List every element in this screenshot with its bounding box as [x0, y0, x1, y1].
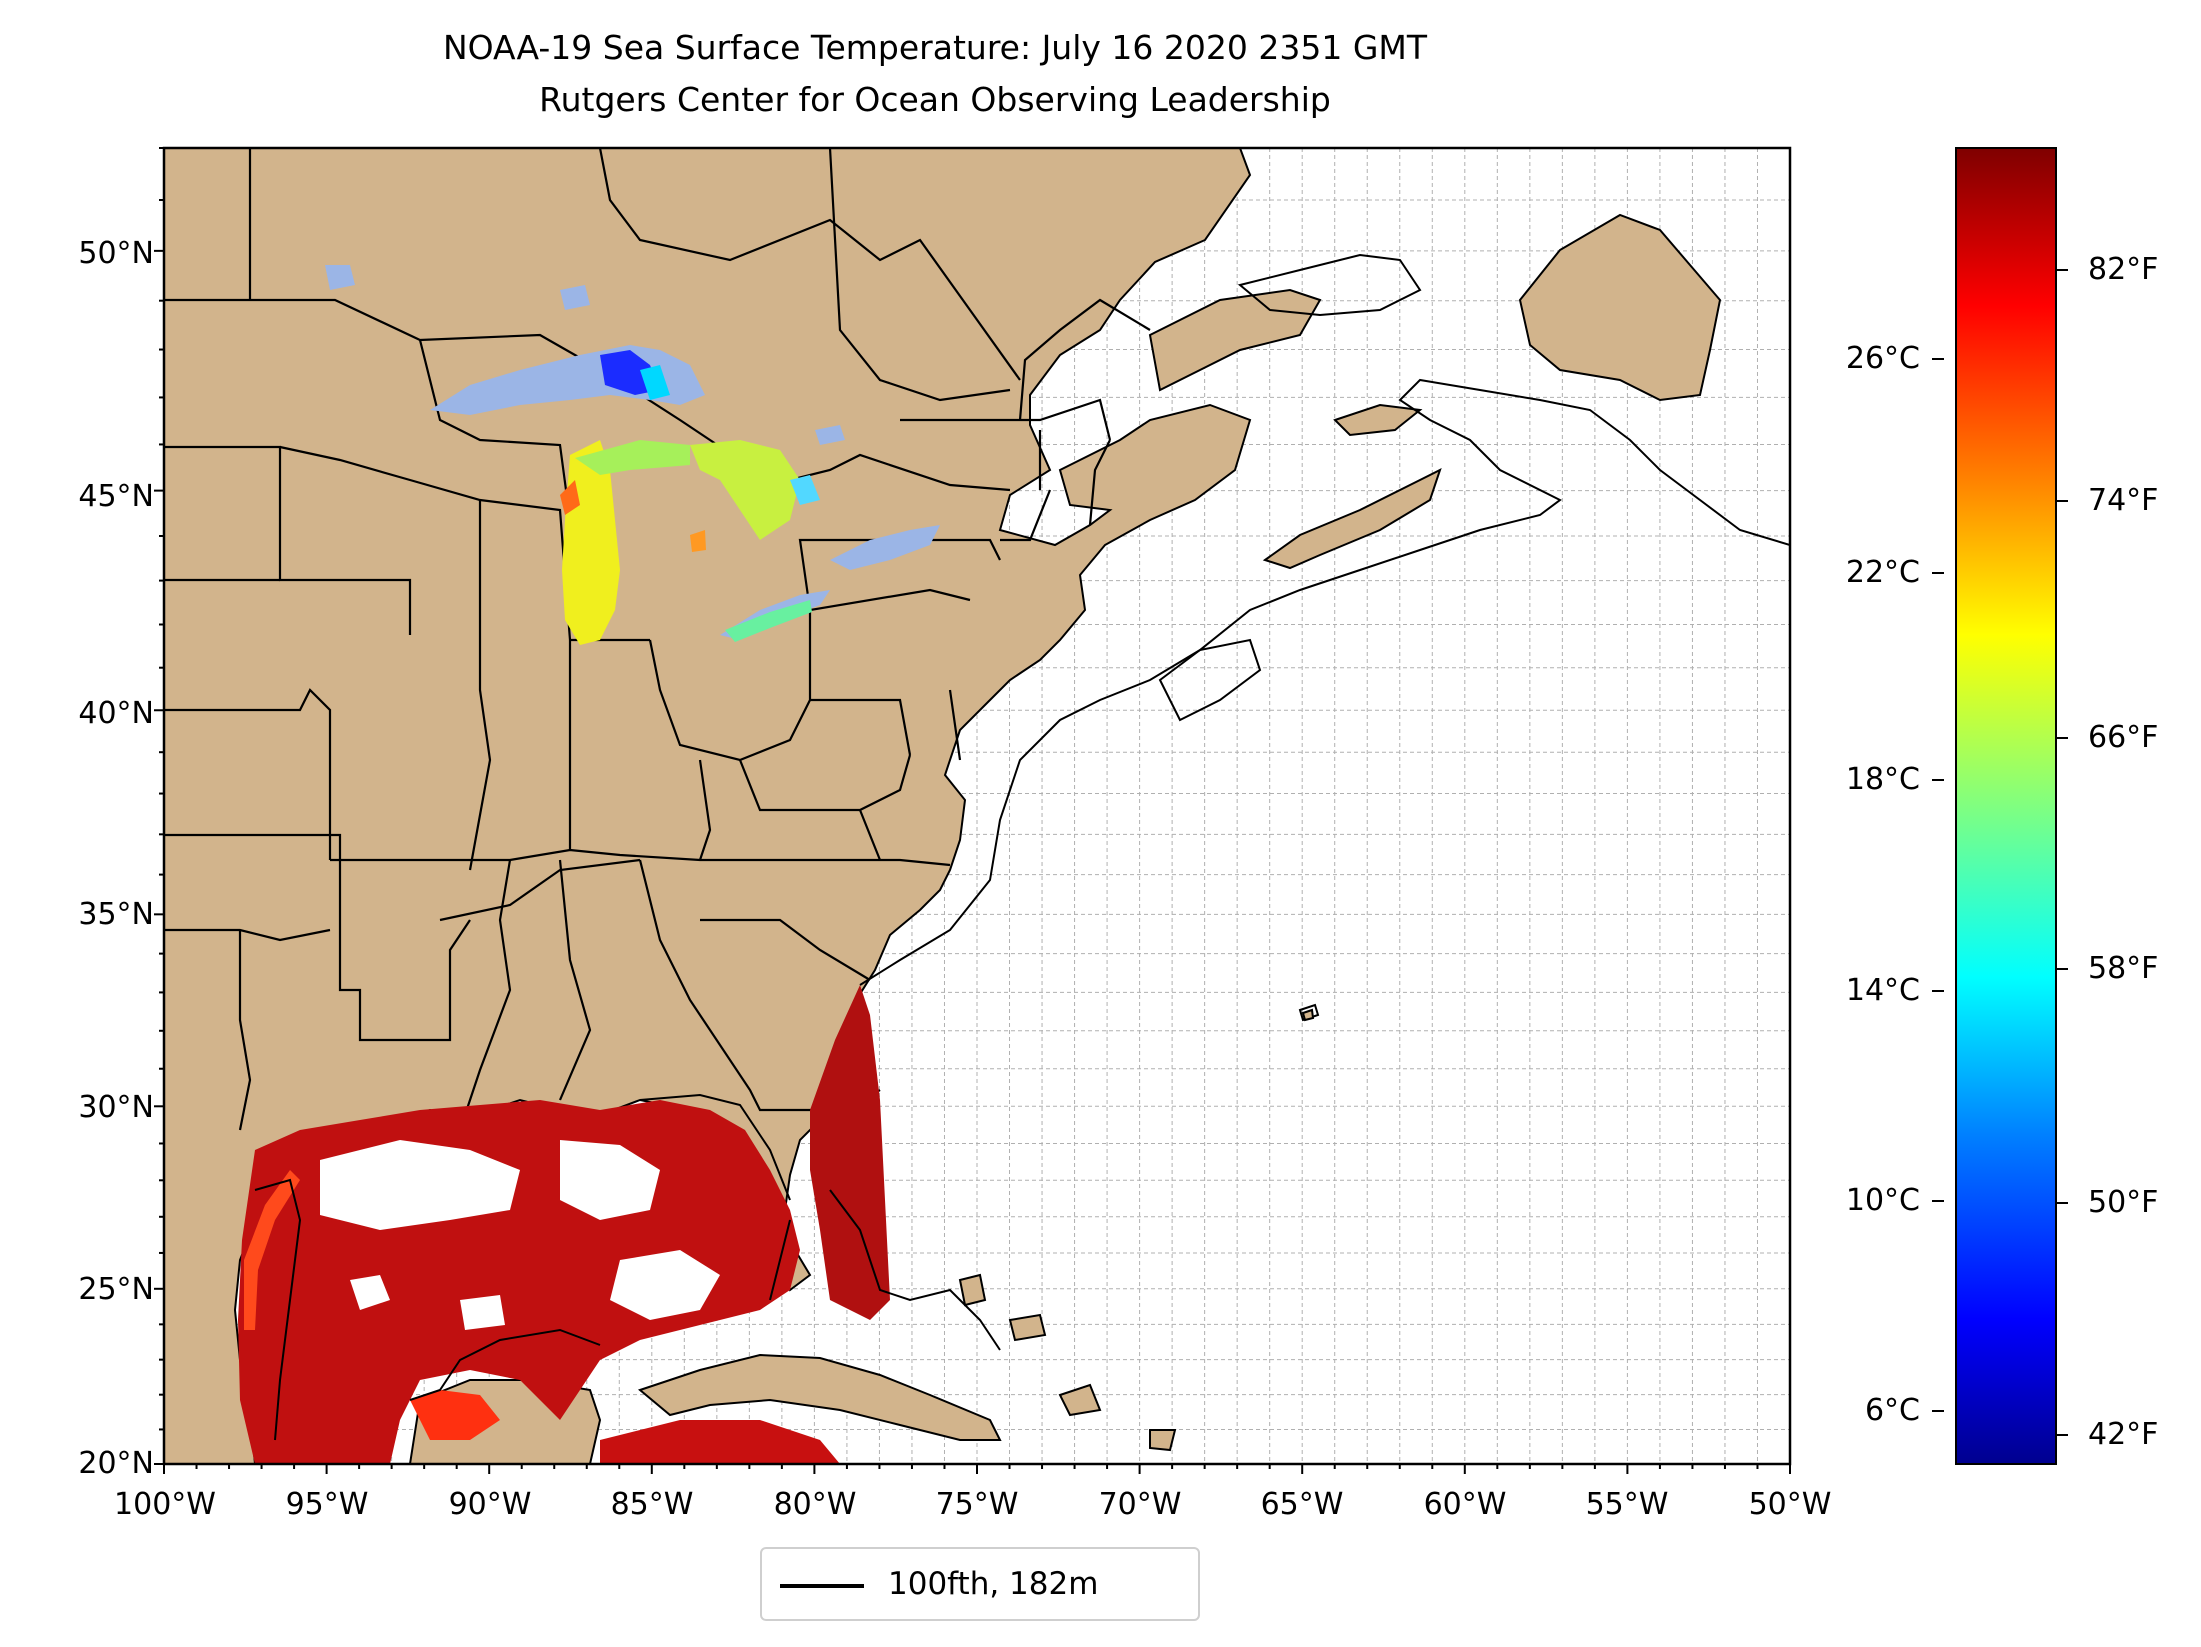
colorbar-c-label: 10°C	[1845, 1183, 1920, 1218]
lake-ontario	[830, 525, 940, 570]
legend-line-swatch	[780, 1584, 864, 1588]
lon-tick-label: 70°W	[1098, 1487, 1182, 1522]
colorbar-c-label: 26°C	[1845, 341, 1920, 376]
lat-tick-label: 50°N	[78, 236, 154, 271]
isobath-100fth	[254, 253, 1790, 1441]
lake-nipissing	[815, 425, 845, 445]
colorbar-f-label: 82°F	[2088, 252, 2159, 287]
colorbar-ticks	[1932, 269, 2068, 1436]
colorbar	[1955, 147, 2057, 1465]
lon-tick-label: 75°W	[935, 1487, 1019, 1522]
map-title: NOAA-19 Sea Surface Temperature: July 16…	[442, 28, 1428, 67]
lake-of-the-woods	[325, 265, 355, 290]
lat-tick-label: 40°N	[78, 696, 154, 731]
lon-tick-label: 90°W	[448, 1487, 532, 1522]
colorbar-c-label: 22°C	[1845, 555, 1920, 590]
sst-lake-superior-east-warm	[640, 365, 670, 400]
colorbar-c-label: 6°C	[1864, 1393, 1920, 1428]
sst-gulf-atlantic	[238, 985, 890, 1464]
land-pei	[1333, 403, 1423, 437]
political-borders	[164, 148, 1151, 1131]
sst-gulf-cloud-3	[610, 1250, 720, 1320]
legend-label: 100fth, 182m	[888, 1566, 1099, 1602]
sst-atlantic-strip	[810, 985, 890, 1320]
sst-great-lakes	[560, 350, 820, 645]
colorbar-c-label: 18°C	[1845, 762, 1920, 797]
axis-ticks	[154, 147, 1791, 1474]
map-subtitle: Rutgers Center for Ocean Observing Leade…	[539, 80, 1331, 119]
sst-gulf-cloud-1	[320, 1140, 520, 1230]
colorbar-f-label: 74°F	[2088, 483, 2159, 518]
colorbar-c-label: 14°C	[1845, 973, 1920, 1008]
sst-green-bay	[560, 480, 580, 515]
sst-lake-huron	[690, 440, 800, 540]
sst-caribbean	[600, 1420, 840, 1464]
lon-tick-label: 55°W	[1585, 1487, 1669, 1522]
land-bahamas	[958, 1273, 1177, 1452]
lon-tick-label: 100°W	[114, 1487, 216, 1522]
sst-gulf-cloud-2	[560, 1140, 660, 1220]
sst-loop-current	[410, 1390, 500, 1440]
lon-tick-label: 95°W	[285, 1487, 369, 1522]
land-nova-scotia	[1262, 468, 1442, 570]
lat-tick-label: 30°N	[78, 1090, 154, 1125]
land-newfoundland	[1518, 213, 1722, 402]
lon-tick-label: 60°W	[1423, 1487, 1507, 1522]
lon-tick-label: 85°W	[610, 1487, 694, 1522]
colorbar-f-label: 50°F	[2088, 1185, 2159, 1220]
land-bermuda	[1301, 1008, 1315, 1022]
lon-tick-label: 80°W	[773, 1487, 857, 1522]
lat-tick-label: 45°N	[78, 479, 154, 514]
lat-tick-label: 20°N	[78, 1446, 154, 1481]
colorbar-f-label: 42°F	[2088, 1417, 2159, 1452]
sst-lake-michigan-north	[575, 440, 690, 475]
lon-tick-label: 65°W	[1260, 1487, 1344, 1522]
land-cuba	[637, 1353, 1002, 1441]
sst-georgian-bay	[790, 475, 820, 505]
sst-gulf-cloud-4	[350, 1275, 505, 1330]
sst-lake-erie	[725, 600, 812, 642]
lat-tick-label: 25°N	[78, 1272, 154, 1307]
lon-tick-label: 50°W	[1748, 1487, 1832, 1522]
colorbar-f-label: 66°F	[2088, 720, 2159, 755]
land-gaspe	[1148, 288, 1322, 392]
sst-saginaw	[690, 530, 706, 552]
legend: 100fth, 182m	[760, 1547, 1200, 1621]
sst-texas-coast-warm	[244, 1170, 300, 1330]
lake-nipigon	[560, 285, 590, 310]
lat-tick-label: 35°N	[78, 897, 154, 932]
colorbar-f-label: 58°F	[2088, 951, 2159, 986]
